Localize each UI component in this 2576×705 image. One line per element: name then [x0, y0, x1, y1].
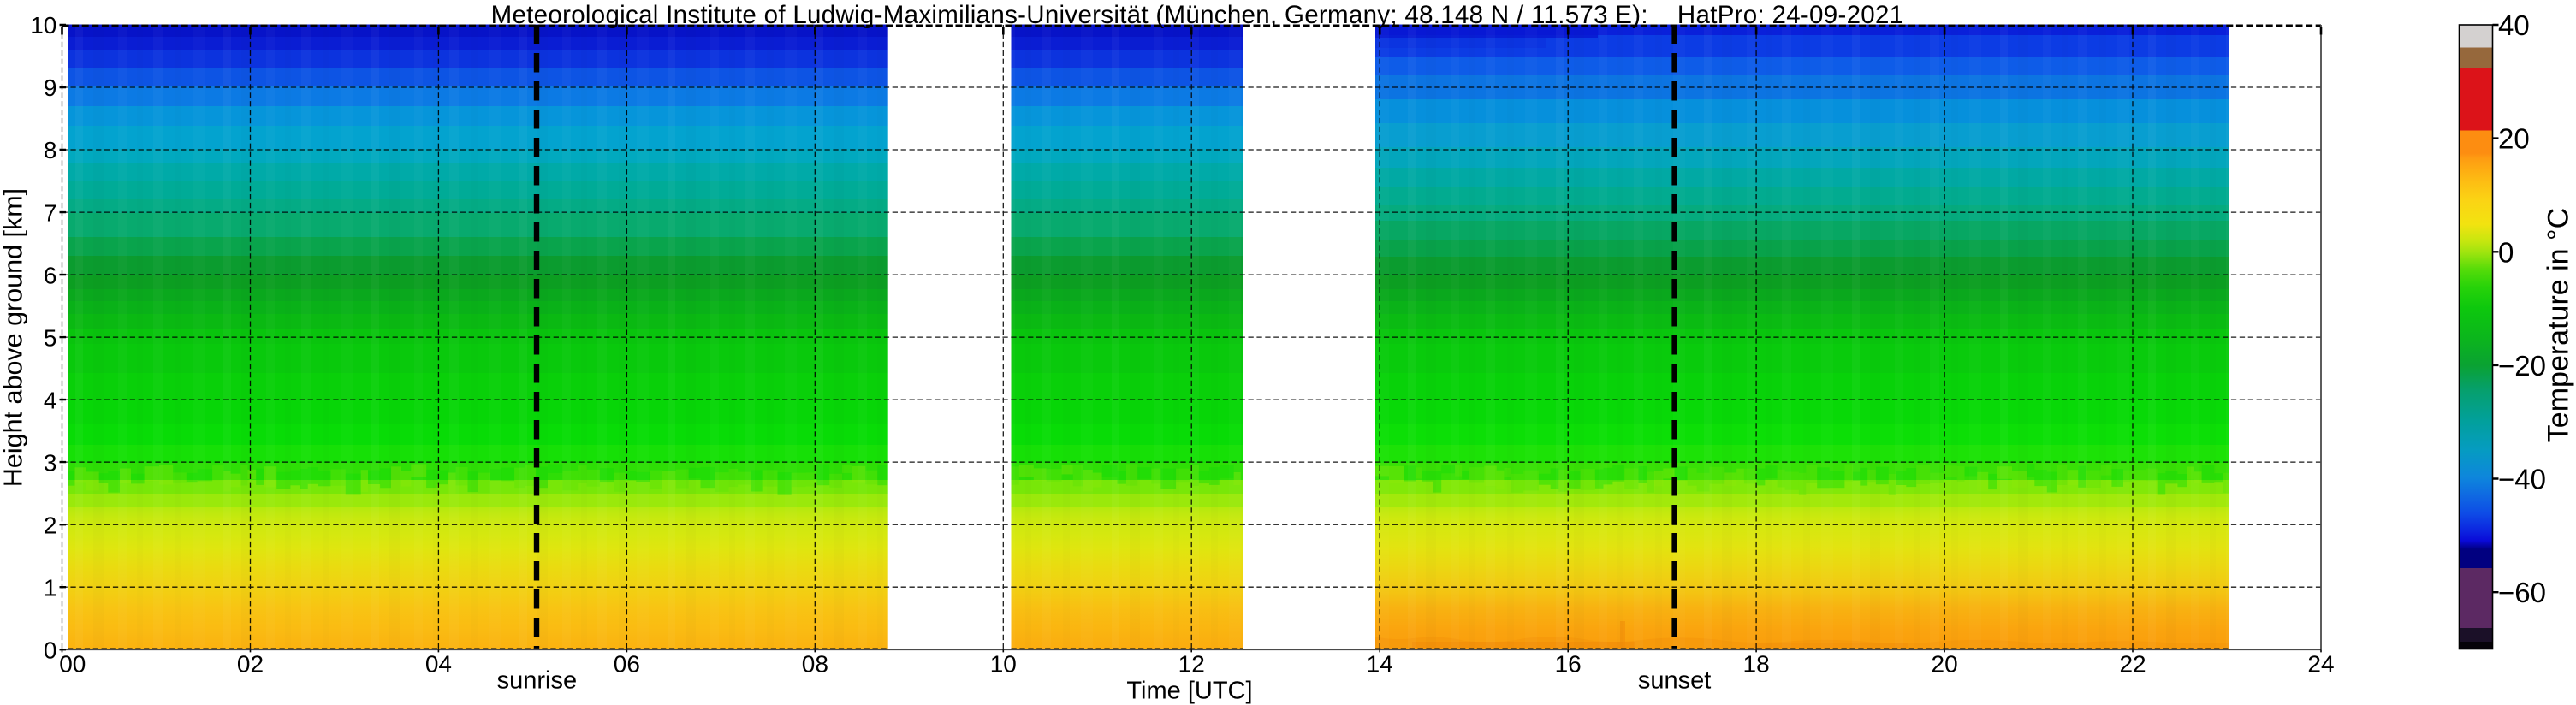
svg-text:10: 10 [30, 12, 56, 39]
svg-text:12: 12 [1178, 651, 1205, 678]
svg-text:−20: −20 [2498, 350, 2546, 382]
svg-text:−60: −60 [2498, 577, 2546, 608]
svg-text:2: 2 [44, 512, 57, 538]
svg-text:20: 20 [1932, 651, 1958, 678]
svg-text:14: 14 [1367, 651, 1393, 678]
svg-text:40: 40 [2498, 9, 2530, 41]
svg-text:3: 3 [44, 449, 57, 476]
svg-text:8: 8 [44, 137, 57, 163]
svg-text:20: 20 [2498, 123, 2530, 155]
svg-text:22: 22 [2119, 651, 2146, 678]
svg-text:0: 0 [44, 637, 57, 663]
svg-text:Meteorological Institute of Lu: Meteorological Institute of Ludwig-Maxim… [491, 1, 1904, 29]
svg-text:16: 16 [1555, 651, 1582, 678]
svg-text:00: 00 [59, 651, 86, 678]
svg-text:sunrise: sunrise [497, 667, 578, 695]
svg-text:08: 08 [802, 651, 828, 678]
svg-text:Height above ground [km]: Height above ground [km] [0, 188, 28, 487]
svg-text:18: 18 [1743, 651, 1770, 678]
svg-text:7: 7 [44, 199, 57, 226]
svg-text:10: 10 [990, 651, 1017, 678]
svg-text:5: 5 [44, 324, 57, 351]
svg-text:Time [UTC]: Time [UTC] [1126, 678, 1252, 705]
svg-text:04: 04 [425, 651, 452, 678]
svg-text:24: 24 [2307, 651, 2334, 678]
svg-text:Temperature in °C: Temperature in °C [2543, 208, 2575, 442]
svg-text:1: 1 [44, 574, 57, 601]
svg-text:6: 6 [44, 262, 57, 288]
svg-text:02: 02 [237, 651, 264, 678]
svg-text:sunset: sunset [1638, 667, 1711, 695]
svg-text:4: 4 [44, 387, 57, 413]
svg-text:06: 06 [614, 651, 640, 678]
svg-text:−40: −40 [2498, 464, 2546, 495]
svg-text:0: 0 [2498, 236, 2514, 268]
svg-text:9: 9 [44, 74, 57, 101]
